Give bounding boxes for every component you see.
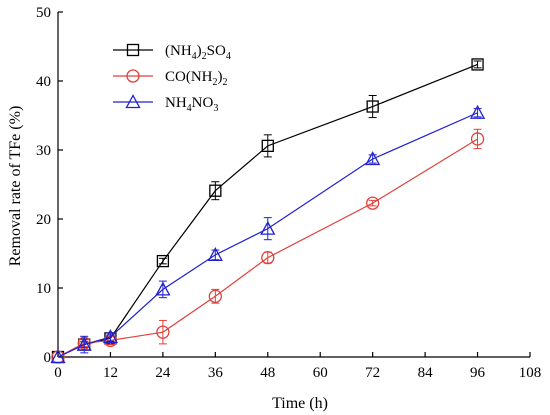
y-tick-label: 40 [36, 74, 51, 90]
data-point-circle [126, 69, 140, 83]
x-tick-label: 84 [418, 365, 434, 381]
y-tick-label: 20 [36, 212, 51, 228]
data-point-square [156, 254, 170, 268]
legend-item: CO(NH2)2 [113, 69, 228, 88]
legend-label: CO(NH2)2 [165, 69, 228, 88]
series-circle [51, 128, 485, 364]
y-tick-label: 50 [36, 5, 51, 21]
y-tick-label: 10 [36, 281, 51, 297]
x-tick-label: 0 [54, 365, 62, 381]
legend-label: NH4NO3 [165, 95, 218, 114]
data-point-circle [366, 196, 380, 210]
y-axis-title: Removal rate of TFe (%) [7, 106, 24, 267]
data-point-circle [208, 289, 222, 303]
legend-item: NH4NO3 [113, 94, 218, 114]
x-tick-label: 24 [155, 365, 171, 381]
data-point-triangle [260, 220, 276, 235]
x-tick-label: 96 [470, 365, 486, 381]
data-point-square [366, 100, 379, 113]
data-point-circle [261, 250, 275, 265]
data-point-triangle [155, 281, 171, 296]
y-tick-label: 0 [44, 350, 52, 366]
legend-label: (NH4)2SO4 [165, 43, 231, 62]
series-line [57, 138, 478, 358]
x-tick-label: 72 [365, 365, 380, 381]
y-tick-label: 30 [36, 143, 51, 159]
series-triangle [50, 104, 486, 364]
data-point-triangle [125, 94, 141, 109]
x-tick-label: 48 [260, 365, 275, 381]
series-square [51, 58, 484, 364]
legend-item: (NH4)2SO4 [113, 43, 231, 62]
data-point-circle [156, 325, 170, 339]
data-point-triangle [102, 329, 119, 344]
data-point-square [126, 43, 140, 57]
x-tick-label: 60 [313, 365, 328, 381]
series-line [57, 63, 478, 358]
x-tick-label: 108 [519, 365, 542, 381]
x-tick-label: 12 [103, 365, 118, 381]
x-axis-title: Time (h) [272, 395, 328, 412]
data-point-triangle [76, 336, 92, 351]
data-point-triangle [207, 247, 223, 262]
data-point-circle [470, 132, 485, 146]
data-point-square [261, 139, 274, 153]
data-point-square [471, 58, 484, 71]
x-tick-label: 36 [208, 365, 224, 381]
data-point-triangle [50, 349, 66, 364]
data-point-square [209, 184, 222, 197]
data-point-triangle [365, 151, 381, 166]
series-line [57, 112, 478, 358]
data-point-triangle [469, 104, 486, 119]
